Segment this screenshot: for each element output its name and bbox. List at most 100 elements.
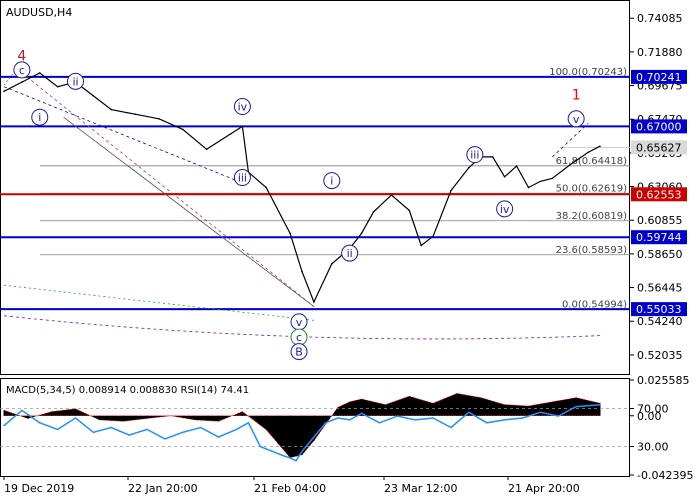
ind-tick-label-1: 70.00 xyxy=(637,403,669,416)
wave-label-4: iv xyxy=(238,101,248,114)
rsi-point-0 xyxy=(3,424,5,427)
level-tag-label-4: 0.55033 xyxy=(636,303,682,316)
rsi-point-7 xyxy=(128,434,130,436)
rsi-point-3 xyxy=(56,428,59,431)
wave-label-3: i xyxy=(38,111,41,124)
price-point-33 xyxy=(539,180,542,183)
price-point-14 xyxy=(265,186,268,189)
rsi-point-29 xyxy=(432,417,434,419)
price-point-36 xyxy=(587,151,589,154)
price-point-0 xyxy=(3,90,5,93)
rsi-point-16 xyxy=(271,450,273,452)
symbol-label: AUDUSD,H4 xyxy=(6,6,72,19)
rsi-point-35 xyxy=(539,411,542,413)
price-tick-label-10: 0.52035 xyxy=(637,349,683,362)
rsi-point-9 xyxy=(164,438,166,440)
fib-label-3: 38.2(0.60819) xyxy=(556,211,628,222)
price-point-12 xyxy=(241,125,244,128)
fib-label-4: 23.6(0.58593) xyxy=(556,245,628,256)
wave-label-0: 4 xyxy=(17,48,26,64)
rsi-point-2 xyxy=(39,422,41,424)
wave-label-circle-2 xyxy=(67,72,85,90)
price-point-22 xyxy=(390,194,393,196)
wave-label-circle-5 xyxy=(233,169,251,187)
price-tick-label-7: 0.58650 xyxy=(637,248,683,261)
trendline-grey xyxy=(63,116,315,307)
wave-label-8: iii xyxy=(470,149,479,162)
time-tick-label-2: 21 Feb 04:00 xyxy=(254,482,326,495)
price-tick-label-1: 0.71880 xyxy=(637,46,683,59)
rsi-point-31 xyxy=(468,411,470,413)
rsi-point-26 xyxy=(378,422,381,424)
price-point-37 xyxy=(599,145,601,148)
rsi-point-22 xyxy=(325,422,327,424)
wave-label-circle-9 xyxy=(496,200,514,218)
rsi-point-17 xyxy=(283,455,285,457)
wave-label-7: ii xyxy=(347,247,353,260)
rsi-point-12 xyxy=(217,436,220,438)
rsi-point-6 xyxy=(110,426,112,429)
price-point-29 xyxy=(491,156,494,158)
rsi-point-23 xyxy=(337,417,339,419)
price-point-24 xyxy=(420,244,423,247)
price-point-3 xyxy=(56,85,59,88)
price-point-9 xyxy=(182,128,184,131)
indicator-label: MACD(5,34,5) 0.008914 0.008830 RSI(14) 7… xyxy=(6,385,249,396)
rsi-point-34 xyxy=(521,417,524,419)
rsi-point-15 xyxy=(259,445,261,448)
wave-label-circle-1 xyxy=(13,61,31,79)
price-point-18 xyxy=(331,263,333,265)
wave-label-circle-3 xyxy=(31,108,49,126)
rsi-point-5 xyxy=(92,431,95,433)
current-price-tag xyxy=(631,140,687,155)
level-tag-3 xyxy=(631,230,687,245)
rsi-point-36 xyxy=(557,415,559,417)
rsi-point-13 xyxy=(235,428,238,431)
trendline-red-dashed xyxy=(21,72,315,307)
ind-tick-label-0: 0.025585 xyxy=(637,374,690,387)
rsi-point-1 xyxy=(21,409,23,412)
projection-line xyxy=(552,123,589,158)
main-pane: 100.0(0.70243) 61.8(0.64418) 50.0(0.62619)… xyxy=(0,0,630,375)
price-point-27 xyxy=(468,166,470,169)
level-tag-label-1: 0.67000 xyxy=(636,120,682,133)
trendline-green-dashed xyxy=(3,284,314,321)
rsi-point-30 xyxy=(450,426,452,429)
time-tick-label-1: 22 Jan 20:00 xyxy=(128,482,198,495)
wave-label-1: c xyxy=(19,64,25,77)
level-tag-0 xyxy=(631,69,687,84)
price-point-31 xyxy=(515,165,518,167)
wave-label-11: 1 xyxy=(572,87,581,103)
rsi-point-19 xyxy=(295,460,297,462)
time-tick-label-4: 21 Apr 20:00 xyxy=(508,482,580,495)
price-point-7 xyxy=(134,113,136,115)
wave-label-14: B xyxy=(295,346,303,359)
price-tick-label-6: 0.60855 xyxy=(637,214,683,227)
wave-label-12: v xyxy=(296,316,303,329)
price-point-26 xyxy=(450,189,452,192)
wave-label-circle-10 xyxy=(567,110,585,128)
price-point-10 xyxy=(205,148,208,151)
price-tick-label-8: 0.56445 xyxy=(637,282,683,295)
wave-label-circle-8 xyxy=(466,146,484,164)
rsi-point-25 xyxy=(360,412,363,414)
price-point-1 xyxy=(21,81,23,83)
level-tag-2 xyxy=(631,187,687,202)
fib-label-1: 61.8(0.64418) xyxy=(556,156,628,167)
indicator-pane xyxy=(0,378,630,477)
price-point-2 xyxy=(38,72,41,74)
rsi-point-18 xyxy=(289,457,291,459)
price-point-32 xyxy=(527,186,530,189)
rsi-point-37 xyxy=(575,405,577,408)
rsi-point-11 xyxy=(199,426,202,429)
price-tick-label-0: 0.74085 xyxy=(637,12,683,25)
ind-tick-label-2: 0.00 xyxy=(637,410,662,423)
rsi-point-33 xyxy=(503,419,506,421)
wave-label-5: iii xyxy=(238,172,247,185)
price-point-25 xyxy=(432,235,434,238)
price-point-17 xyxy=(313,301,315,303)
level-tag-4 xyxy=(631,302,687,317)
rsi-point-8 xyxy=(146,428,148,431)
